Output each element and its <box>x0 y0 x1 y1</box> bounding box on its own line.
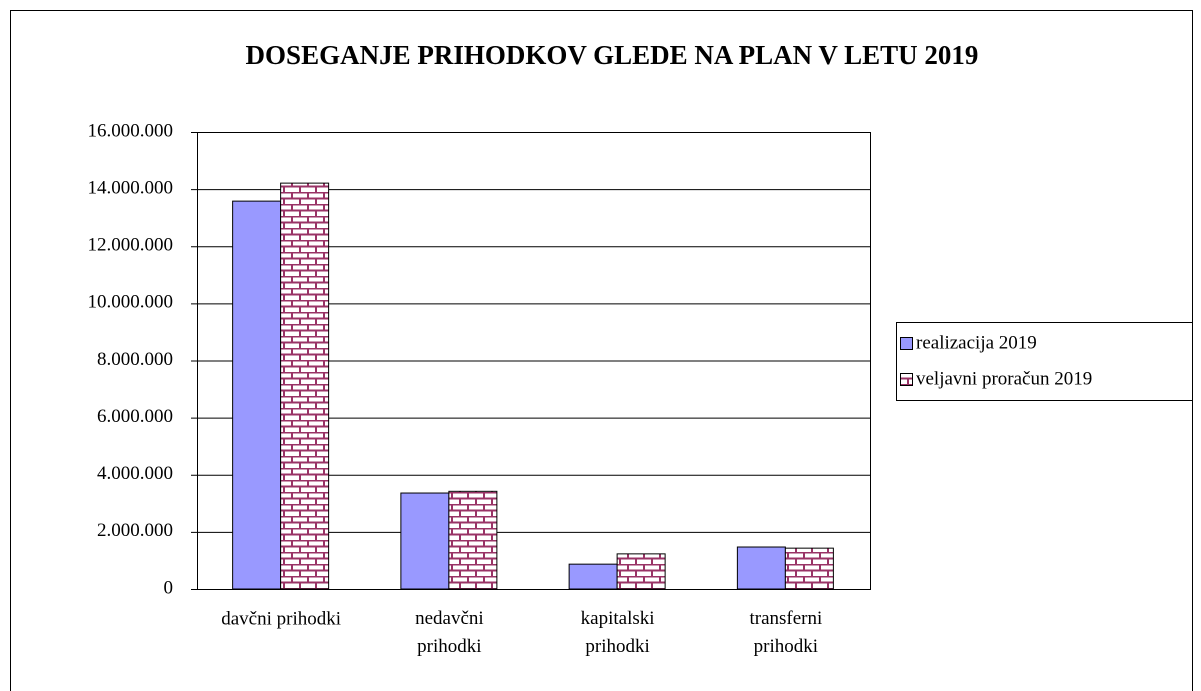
legend-swatch <box>900 373 913 386</box>
legend-label: veljavni proračun 2019 <box>916 368 1092 389</box>
bar <box>280 182 330 590</box>
bar <box>568 563 618 590</box>
y-tick-label: 10.000.000 <box>88 292 174 313</box>
y-tick-label: 4.000.000 <box>97 463 173 484</box>
y-tick-label: 16.000.000 <box>88 120 174 141</box>
bar <box>448 490 498 590</box>
legend-label: realizacija 2019 <box>916 332 1037 353</box>
plot-area <box>197 132 871 590</box>
x-tick-label: nedavčni prihodki <box>415 608 484 657</box>
bar <box>736 546 786 590</box>
y-tick-label: 0 <box>164 577 174 598</box>
y-tick-label: 6.000.000 <box>97 406 173 427</box>
y-tick-label: 2.000.000 <box>97 520 173 541</box>
y-tick-label: 14.000.000 <box>88 177 174 198</box>
legend <box>896 322 1193 401</box>
x-tick-label: kapitalski prihodki <box>581 608 655 657</box>
x-tick-label: transferni prihodki <box>749 608 822 657</box>
bar <box>232 200 282 590</box>
chart-title: DOSEGANJE PRIHODKOV GLEDE NA PLAN V LETU… <box>246 40 979 70</box>
legend-swatch <box>900 337 913 350</box>
bar <box>616 553 666 590</box>
bar <box>400 492 450 590</box>
x-tick-label: davčni prihodki <box>221 608 341 629</box>
y-tick-label: 8.000.000 <box>97 349 173 370</box>
y-tick-label: 12.000.000 <box>88 235 174 256</box>
bar <box>784 547 834 590</box>
